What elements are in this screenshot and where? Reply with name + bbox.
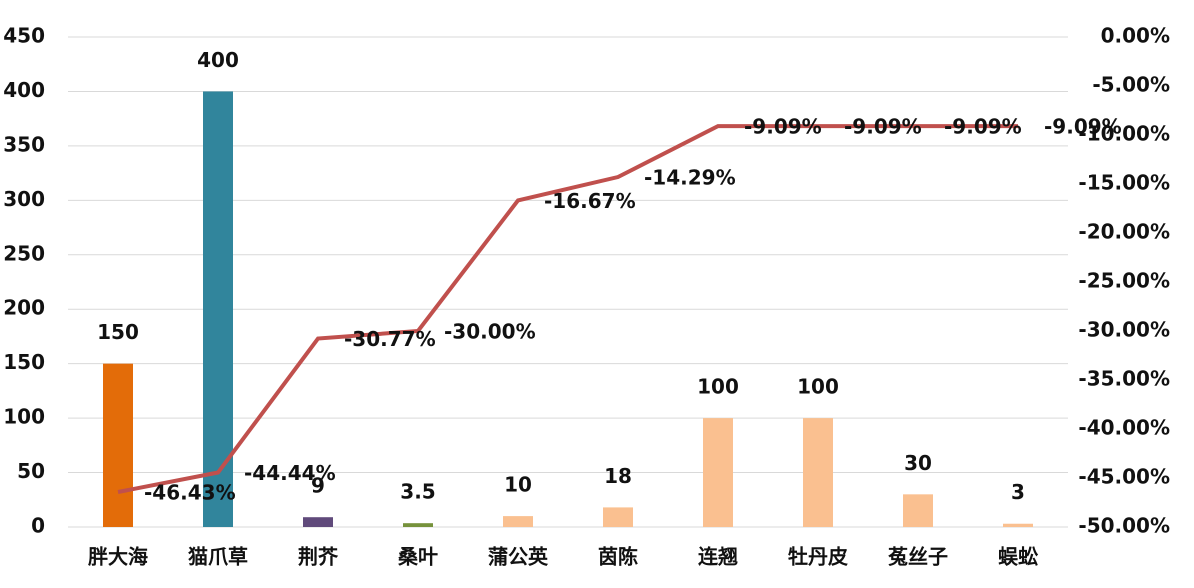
- bar: [903, 494, 933, 527]
- y2-tick-label: -50.00%: [1078, 514, 1170, 538]
- y-tick-label: 300: [3, 187, 45, 211]
- bar: [1003, 523, 1033, 527]
- y-tick-label: 450: [3, 24, 45, 48]
- x-tick-label: 菟丝子: [888, 545, 948, 569]
- x-tick-label: 桑叶: [398, 545, 438, 569]
- bar-value-label: 30: [904, 451, 932, 475]
- bar-value-label: 150: [97, 320, 139, 344]
- y-tick-label: 200: [3, 296, 45, 320]
- line-value-label: -9.09%: [944, 115, 1022, 139]
- bar-value-label: 100: [797, 375, 839, 399]
- line-value-label: -46.43%: [144, 481, 236, 505]
- x-tick-label: 连翘: [698, 545, 738, 569]
- y-tick-label: 400: [3, 78, 45, 102]
- y2-tick-label: -25.00%: [1078, 269, 1170, 293]
- x-tick-label: 牡丹皮: [788, 545, 848, 569]
- y2-tick-label: -40.00%: [1078, 416, 1170, 440]
- line-value-label: -9.09%: [1044, 115, 1122, 139]
- y-tick-label: 250: [3, 241, 45, 265]
- line: [117, 124, 1018, 494]
- bar: [203, 91, 233, 527]
- y2-tick-label: -10.00%: [1078, 122, 1170, 146]
- bar-value-label: 3: [1011, 480, 1025, 504]
- bar: [803, 418, 833, 527]
- line-value-label: -14.29%: [644, 166, 736, 190]
- x-tick-label: 茵陈: [598, 545, 638, 569]
- bar: [503, 516, 533, 527]
- line-value-label: -9.09%: [844, 115, 922, 139]
- line-value-label: -44.44%: [244, 461, 336, 485]
- bar: [403, 523, 433, 527]
- bar-value-label: 3.5: [400, 480, 435, 504]
- y-tick-label: 50: [17, 459, 45, 483]
- bar: [303, 517, 333, 527]
- line-value-label: -30.00%: [444, 320, 536, 344]
- y2-tick-label: -20.00%: [1078, 220, 1170, 244]
- line-value-label: -16.67%: [544, 189, 636, 213]
- y2-tick-label: -15.00%: [1078, 171, 1170, 195]
- y-tick-label: 350: [3, 132, 45, 156]
- line-value-label: -9.09%: [744, 115, 822, 139]
- bar-value-label: 9: [311, 474, 325, 498]
- y2-tick-label: -30.00%: [1078, 318, 1170, 342]
- x-tick-label: 猫爪草: [188, 545, 248, 569]
- y-tick-label: 0: [31, 514, 45, 538]
- bar: [603, 507, 633, 527]
- x-tick-label: 蒲公英: [488, 545, 549, 569]
- bar: [103, 363, 133, 527]
- y2-tick-label: -35.00%: [1078, 367, 1170, 391]
- y2-tick-label: 0.00%: [1101, 24, 1170, 48]
- line-value-label: -30.77%: [344, 327, 436, 351]
- y-tick-label: 100: [3, 405, 45, 429]
- bar-value-label: 100: [697, 375, 739, 399]
- bar: [703, 418, 733, 527]
- y2-tick-label: -45.00%: [1078, 465, 1170, 489]
- x-tick-label: 荆芥: [298, 545, 339, 569]
- bar-value-label: 400: [197, 48, 239, 72]
- y2-tick-label: -5.00%: [1092, 73, 1170, 97]
- y-tick-label: 150: [3, 350, 45, 374]
- bar-value-label: 10: [504, 473, 532, 497]
- bar-value-label: 18: [604, 464, 632, 488]
- x-tick-label: 胖大海: [87, 545, 148, 569]
- x-tick-label: 蜈蚣: [998, 545, 1039, 569]
